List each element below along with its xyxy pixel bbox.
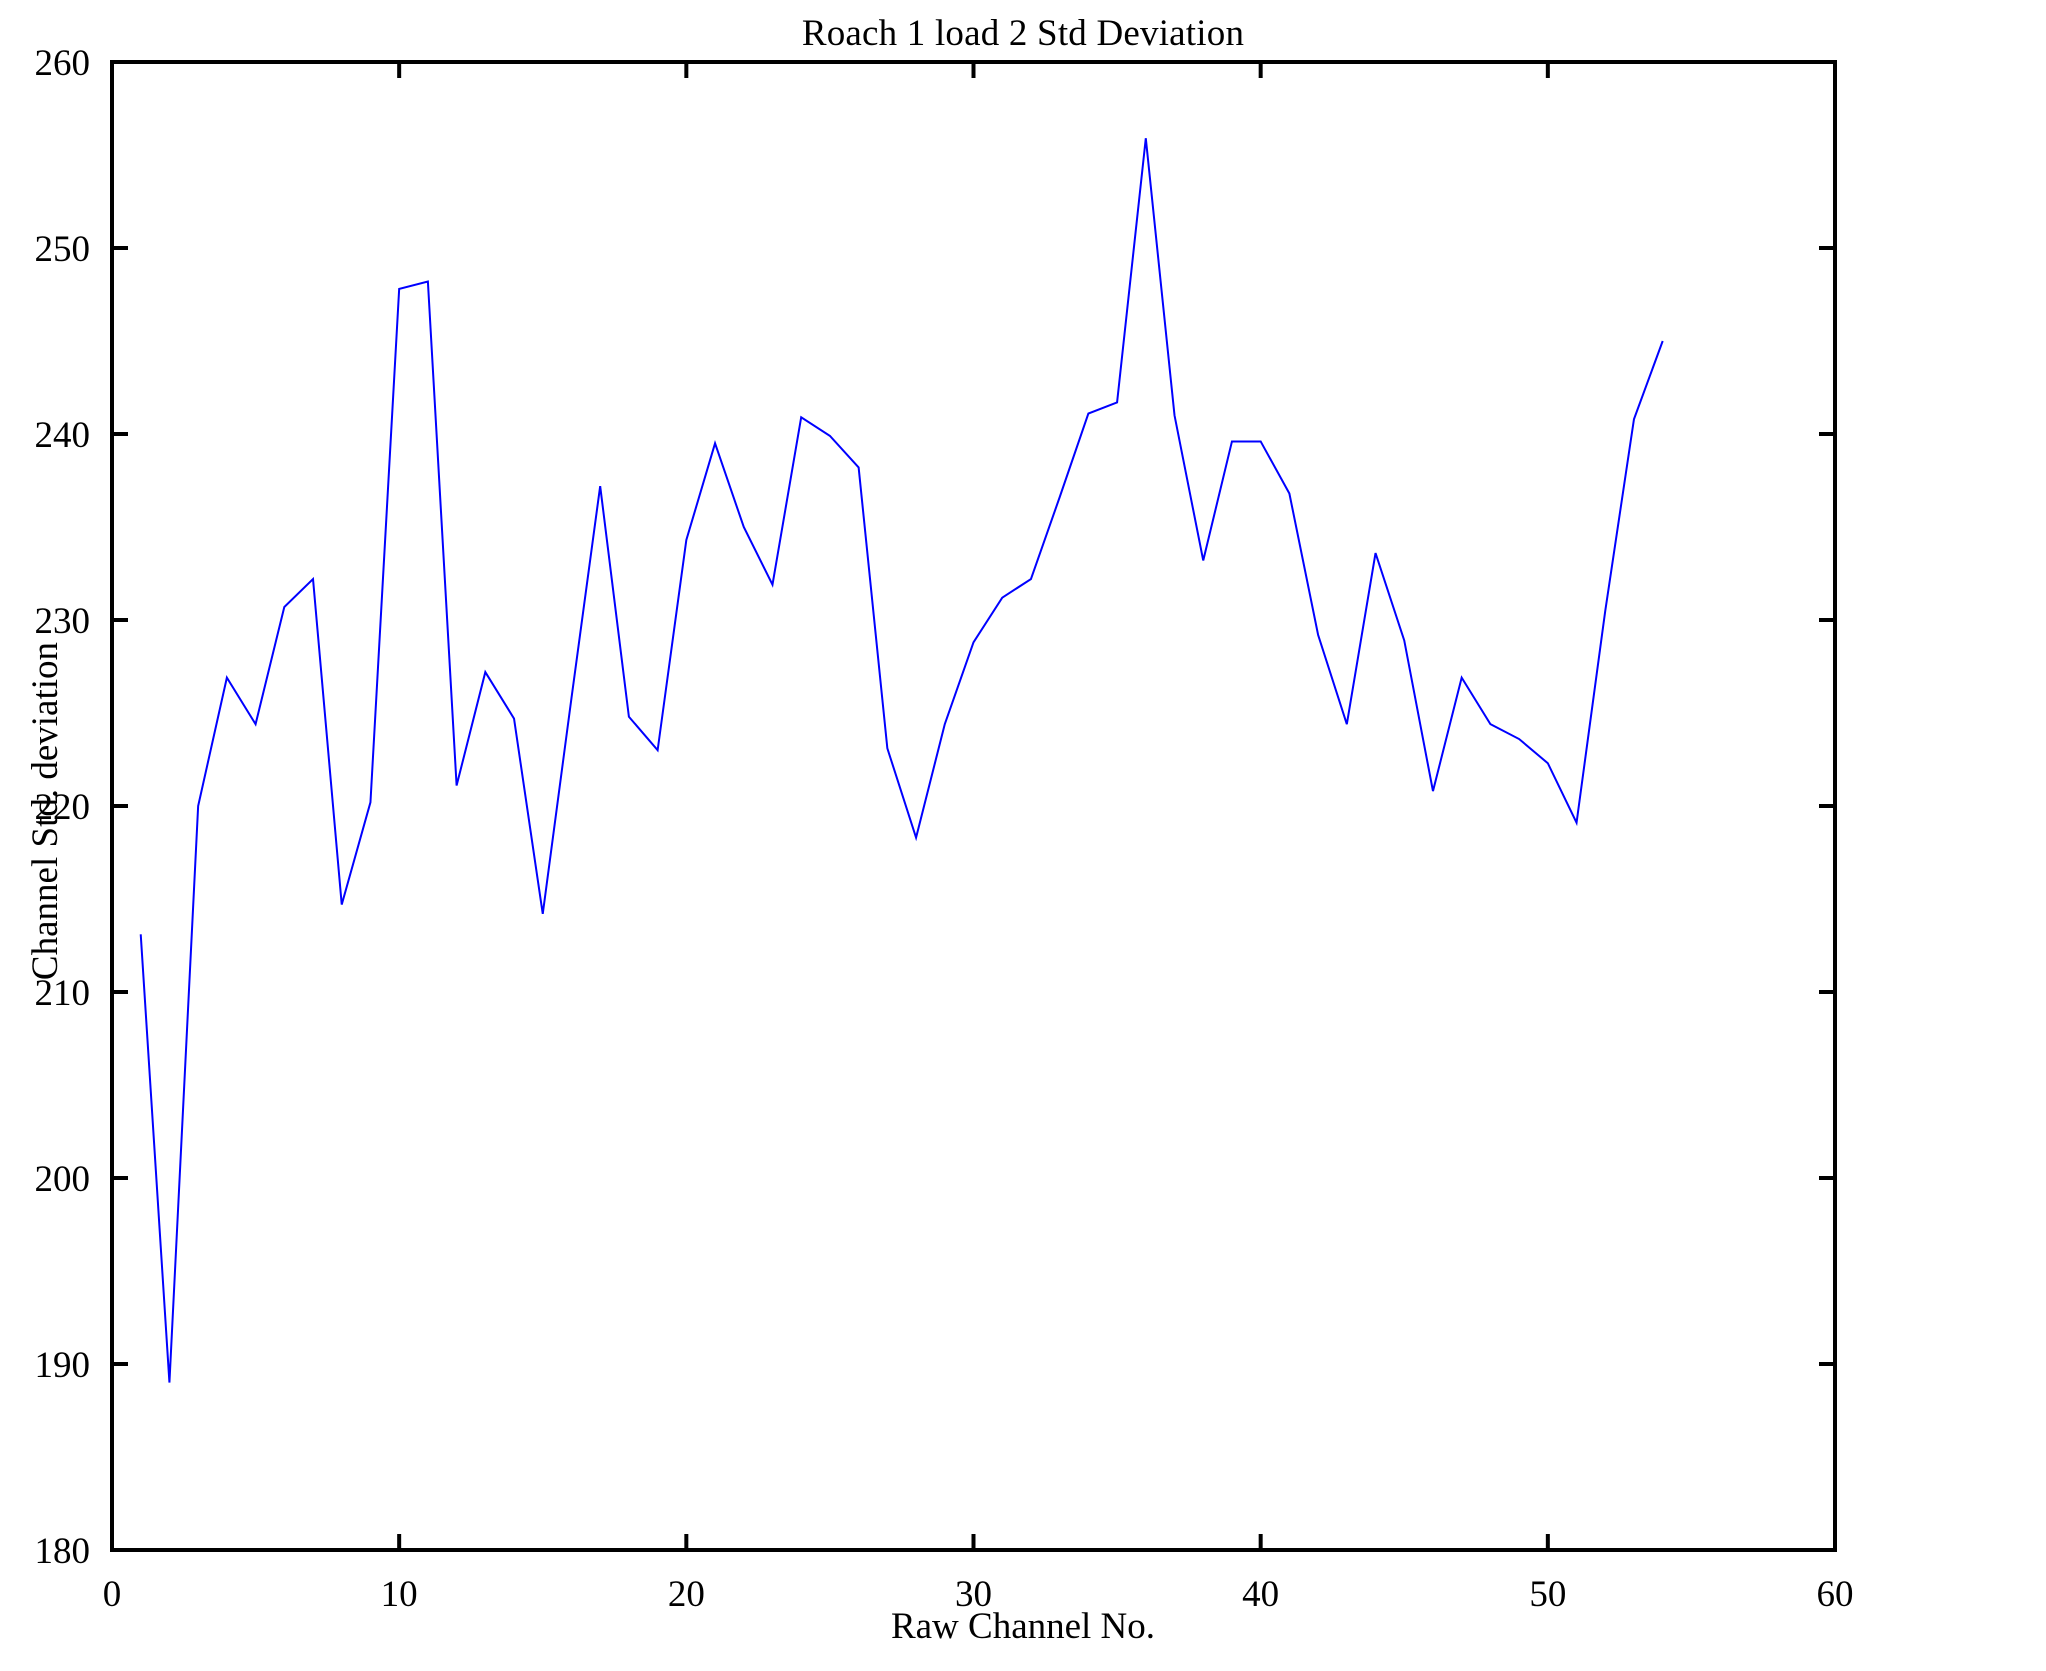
y-tick-label: 230	[35, 601, 91, 642]
x-tick-label: 20	[668, 1574, 705, 1615]
x-tick-label: 40	[1242, 1574, 1279, 1615]
y-axis-label: Channel Std. deviation	[25, 641, 66, 981]
page-title: Roach 1 load 2 Std Deviation	[801, 13, 1245, 54]
y-tick-label: 200	[35, 1159, 91, 1200]
y-tick-label: 220	[35, 787, 91, 828]
y-tick-label: 240	[35, 415, 91, 456]
y-tick-label: 260	[35, 43, 91, 84]
x-tick-label: 10	[381, 1574, 418, 1615]
x-tick-label: 30	[955, 1574, 992, 1615]
axes-frame	[110, 60, 1837, 1552]
y-tick-label: 250	[35, 229, 91, 270]
x-tick-label: 0	[103, 1574, 122, 1615]
y-tick-label: 180	[35, 1531, 91, 1572]
x-axis-label: Raw Channel No.	[890, 1606, 1156, 1647]
y-tick-label: 190	[35, 1345, 91, 1386]
data-line	[139, 138, 1664, 1383]
x-axis-ticks: 0 10 20 30 40 50 60	[103, 62, 1854, 1615]
x-tick-label: 60	[1817, 1574, 1854, 1615]
y-tick-label: 210	[35, 973, 91, 1014]
axes-box	[110, 60, 1837, 1552]
data-series-group	[139, 138, 1664, 1383]
y-axis-ticks: 180 190 200 210 220 230 240 250 260	[35, 43, 1835, 1572]
x-tick-label: 50	[1529, 1574, 1566, 1615]
